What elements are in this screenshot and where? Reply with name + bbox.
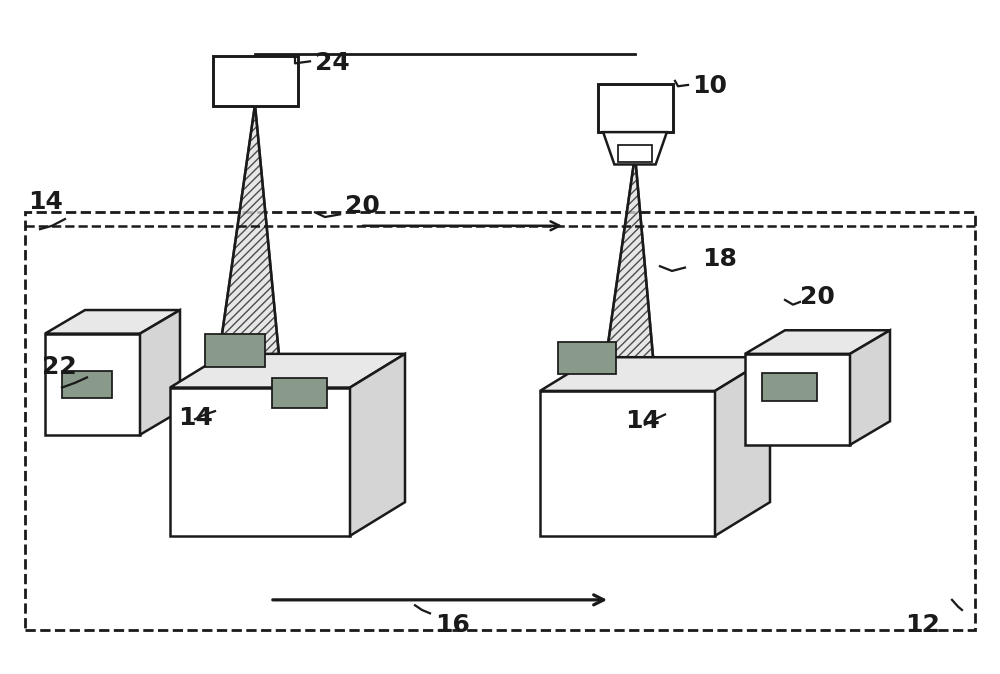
Text: 14: 14	[625, 409, 660, 433]
Text: 14: 14	[28, 190, 63, 214]
Bar	[62, 371, 112, 398]
Bar	[558, 342, 616, 374]
Polygon shape	[715, 357, 770, 536]
Polygon shape	[170, 354, 405, 388]
Polygon shape	[140, 310, 180, 435]
Polygon shape	[45, 310, 180, 334]
Bar	[212, 56, 298, 106]
Text: 20: 20	[345, 193, 380, 218]
Bar	[272, 378, 327, 408]
Bar	[618, 145, 652, 162]
Polygon shape	[595, 155, 660, 435]
Polygon shape	[210, 104, 285, 418]
Text: 10: 10	[692, 74, 727, 98]
Text: 16: 16	[435, 613, 470, 638]
Polygon shape	[745, 354, 850, 445]
Text: 18: 18	[702, 247, 737, 272]
Bar	[25, 212, 975, 630]
Polygon shape	[350, 354, 405, 536]
Text: 24: 24	[315, 51, 350, 75]
Polygon shape	[540, 357, 770, 391]
Polygon shape	[45, 334, 140, 435]
Bar	[205, 334, 265, 367]
Text: 20: 20	[800, 284, 835, 309]
Polygon shape	[850, 330, 890, 445]
Bar	[598, 84, 672, 132]
Text: 14: 14	[178, 406, 213, 430]
Polygon shape	[603, 132, 667, 164]
Bar	[762, 373, 817, 401]
Text: 22: 22	[42, 355, 77, 379]
Polygon shape	[170, 388, 350, 536]
Polygon shape	[745, 330, 890, 354]
Text: 12: 12	[905, 613, 940, 638]
Polygon shape	[540, 391, 715, 536]
